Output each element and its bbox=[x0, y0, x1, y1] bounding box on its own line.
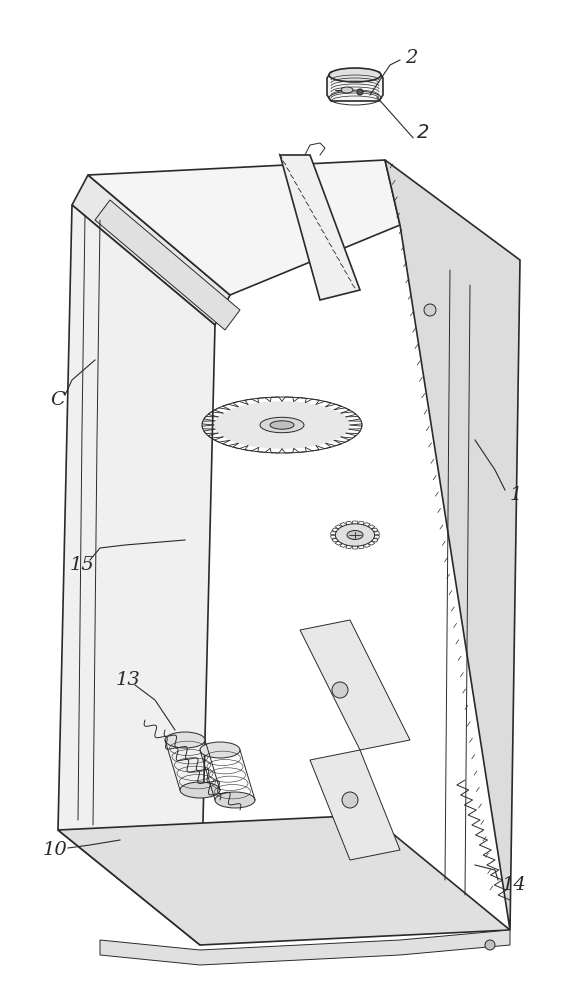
Polygon shape bbox=[310, 750, 400, 860]
Text: 1: 1 bbox=[510, 486, 522, 504]
Ellipse shape bbox=[341, 87, 353, 93]
Text: 10: 10 bbox=[43, 841, 67, 859]
Text: 15: 15 bbox=[70, 556, 94, 574]
Ellipse shape bbox=[329, 68, 381, 82]
Polygon shape bbox=[214, 401, 350, 449]
Polygon shape bbox=[88, 160, 400, 295]
Polygon shape bbox=[327, 72, 383, 101]
Polygon shape bbox=[260, 417, 304, 433]
Circle shape bbox=[357, 89, 363, 95]
Ellipse shape bbox=[215, 792, 255, 808]
Polygon shape bbox=[385, 160, 520, 930]
Text: 13: 13 bbox=[116, 671, 140, 689]
Circle shape bbox=[485, 940, 495, 950]
Ellipse shape bbox=[165, 732, 205, 748]
Text: C: C bbox=[50, 391, 65, 409]
Circle shape bbox=[424, 304, 436, 316]
Polygon shape bbox=[300, 620, 410, 750]
Polygon shape bbox=[100, 930, 510, 965]
Polygon shape bbox=[72, 175, 230, 325]
Ellipse shape bbox=[347, 530, 363, 540]
Text: 2: 2 bbox=[405, 49, 418, 67]
Polygon shape bbox=[58, 205, 215, 945]
Circle shape bbox=[332, 682, 348, 698]
Ellipse shape bbox=[270, 421, 294, 429]
Circle shape bbox=[342, 792, 358, 808]
Polygon shape bbox=[280, 155, 360, 300]
Polygon shape bbox=[58, 815, 510, 945]
Polygon shape bbox=[95, 200, 240, 330]
Text: 14: 14 bbox=[502, 876, 527, 894]
Ellipse shape bbox=[200, 742, 240, 758]
Polygon shape bbox=[335, 524, 375, 546]
Ellipse shape bbox=[180, 782, 220, 798]
Text: 2: 2 bbox=[417, 123, 430, 142]
